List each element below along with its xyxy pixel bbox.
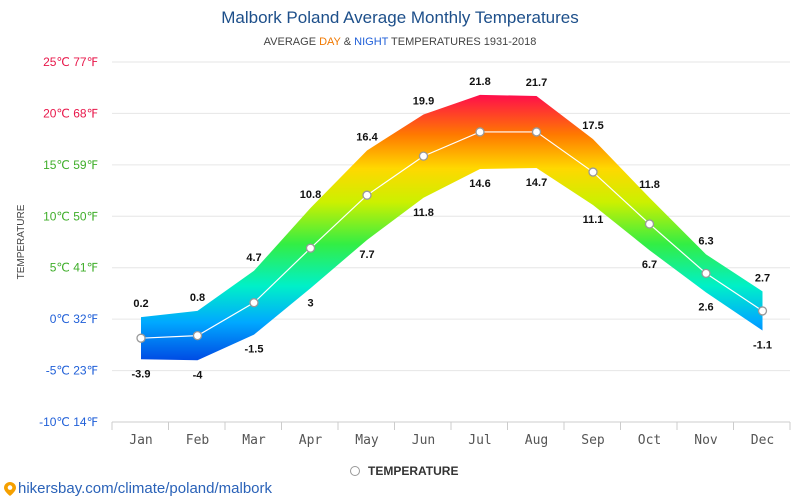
- x-tick-label: Feb: [186, 433, 210, 448]
- source-link[interactable]: hikersbay.com/climate/poland/malbork: [4, 480, 272, 497]
- y-tick-label: 0℃ 32℉: [50, 312, 98, 326]
- y-tick-label: 15℃ 59℉: [43, 158, 98, 172]
- night-value-label: 14.6: [469, 178, 490, 190]
- x-tick-label: Dec: [751, 433, 774, 448]
- day-value-label: 21.7: [526, 77, 547, 89]
- x-tick-label: Apr: [299, 433, 323, 448]
- night-value-label: 11.8: [413, 207, 434, 219]
- data-labels: 0.2 0.8 4.7 10.8 16.4 19.9 21.8 21.7 17.5 11.8 6.3…: [132, 76, 772, 381]
- average-point: [249, 298, 259, 308]
- night-value-label: -3.9: [132, 368, 151, 380]
- average-point: [136, 333, 146, 343]
- average-line: [136, 127, 768, 343]
- y-tick-label: 20℃ 68℉: [43, 106, 98, 120]
- subtitle-suffix: TEMPERATURES 1931-2018: [388, 36, 537, 48]
- x-tick-label: Oct: [638, 433, 661, 448]
- x-tick-label: Jan: [129, 433, 152, 448]
- y-tick-label: 25℃ 77℉: [43, 55, 98, 69]
- x-axis-ticks: Jan Feb Mar Apr May Jun Jul Aug Sep Oct Nov Dec: [111, 421, 791, 448]
- average-point: [418, 151, 429, 161]
- map-pin-icon: [4, 481, 16, 496]
- average-point: [588, 167, 598, 177]
- x-tick-label: May: [355, 433, 379, 448]
- day-value-label: 16.4: [356, 131, 378, 143]
- average-point: [644, 219, 655, 229]
- average-point: [305, 243, 316, 253]
- average-temperature-line: [140, 131, 763, 339]
- subtitle-day: DAY: [319, 36, 341, 48]
- day-value-label: 0.2: [133, 298, 148, 310]
- average-point: [362, 190, 372, 200]
- night-value-label: -1.1: [753, 339, 772, 351]
- x-tick-label: Jul: [468, 433, 491, 448]
- night-value-label: 14.7: [526, 177, 547, 189]
- subtitle-prefix: AVERAGE: [263, 36, 320, 48]
- day-value-label: 10.8: [300, 189, 321, 201]
- x-tick-label: Aug: [525, 433, 548, 448]
- day-value-label: 6.3: [698, 235, 713, 247]
- x-tick-label: Sep: [581, 433, 605, 448]
- night-value-label: 11.1: [583, 214, 604, 226]
- subtitle-amp: &: [340, 36, 355, 48]
- y-tick-label: -5℃ 23℉: [46, 364, 98, 378]
- night-value-label: 2.6: [698, 301, 713, 313]
- day-value-label: 11.8: [639, 179, 660, 191]
- y-axis-ticks: 25℃ 77℉ 20℃ 68℉ 15℃ 59℉ 10℃ 50℉ 5℃ 41℉ 0℃ 32℉…: [39, 55, 98, 429]
- average-point: [192, 330, 203, 341]
- y-tick-label: 10℃ 50℉: [43, 209, 98, 223]
- day-value-label: 0.8: [190, 292, 205, 304]
- day-value-label: 4.7: [246, 252, 261, 264]
- x-tick-label: Jun: [412, 433, 435, 448]
- average-point: [701, 268, 711, 279]
- x-tick-label: Nov: [694, 433, 718, 448]
- average-point: [531, 127, 542, 137]
- temperature-band: [141, 94, 763, 361]
- legend[interactable]: TEMPERATURE: [350, 464, 458, 478]
- subtitle-night: NIGHT: [354, 36, 389, 48]
- night-value-label: 3: [307, 297, 313, 309]
- day-value-label: 2.7: [755, 272, 770, 284]
- y-axis-label: TEMPERATURE: [16, 204, 27, 279]
- legend-marker-icon: [350, 466, 360, 476]
- night-value-label: 6.7: [642, 259, 657, 271]
- chart-subtitle: AVERAGE DAY & NIGHT TEMPERATURES 1931-20…: [0, 36, 800, 48]
- night-value-label: 7.7: [359, 249, 374, 261]
- average-point: [475, 127, 485, 137]
- x-tick-label: Mar: [242, 433, 266, 448]
- day-value-label: 17.5: [582, 120, 603, 132]
- day-value-label: 21.8: [469, 76, 490, 88]
- source-text: hikersbay.com/climate/poland/malbork: [18, 480, 272, 497]
- night-value-label: -4: [193, 369, 204, 381]
- legend-label: TEMPERATURE: [368, 464, 459, 478]
- y-tick-label: 5℃ 41℉: [50, 261, 98, 275]
- chart-title: Malbork Poland Average Monthly Temperatu…: [221, 8, 579, 27]
- night-value-label: -1.5: [245, 344, 264, 356]
- day-night-range-area: [141, 94, 763, 361]
- y-tick-label: -10℃ 14℉: [39, 415, 98, 429]
- average-point: [757, 306, 768, 316]
- day-value-label: 19.9: [413, 95, 434, 107]
